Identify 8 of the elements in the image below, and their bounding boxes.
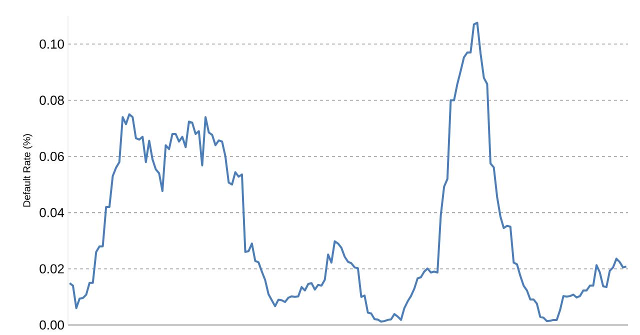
y-tick-label: 0.02	[40, 264, 64, 274]
y-axis-title: Default Rate (%)	[22, 134, 32, 207]
line-series	[68, 22, 628, 323]
y-tick-label: 0.04	[40, 208, 64, 218]
y-tick-label: 0.10	[40, 39, 64, 49]
y-tick-label: 0.06	[40, 152, 64, 162]
y-tick-label: 0.00	[40, 320, 64, 330]
y-tick-label: 0.08	[40, 96, 64, 105]
